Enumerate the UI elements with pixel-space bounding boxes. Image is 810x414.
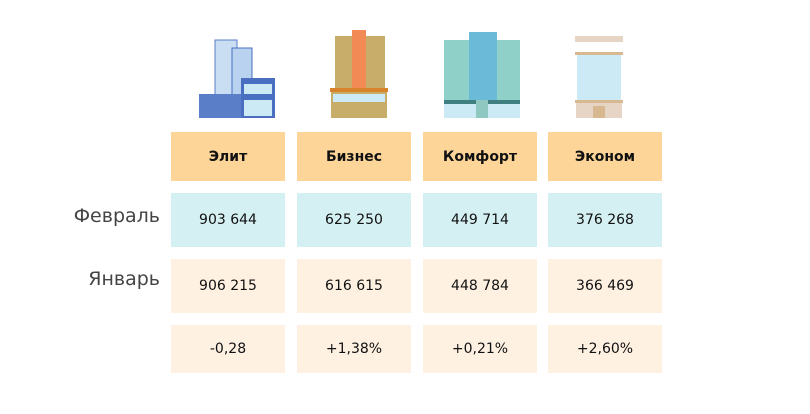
table-cell: 449 714 [423,193,537,247]
header-elite: Элит [171,132,285,181]
comfort-building-icon [444,32,520,118]
economy-building-icon [575,36,623,118]
elite-building-icon [199,39,275,118]
header-comfort: Комфорт [423,132,537,181]
business-building-icon [330,30,388,118]
table-cell: 616 615 [297,259,411,313]
change-cell: +2,60% [548,325,662,373]
table-cell: 376 268 [548,193,662,247]
table-cell: 903 644 [171,193,285,247]
table-cell: 906 215 [171,259,285,313]
header-economy: Эконом [548,132,662,181]
row-label-january: Январь [88,268,160,290]
table-cell: 366 469 [548,259,662,313]
table-cell: 625 250 [297,193,411,247]
change-cell: -0,28 [171,325,285,373]
header-business: Бизнес [297,132,411,181]
table-cell: 448 784 [423,259,537,313]
row-label-february: Февраль [73,205,160,227]
change-cell: +0,21% [423,325,537,373]
change-cell: +1,38% [297,325,411,373]
